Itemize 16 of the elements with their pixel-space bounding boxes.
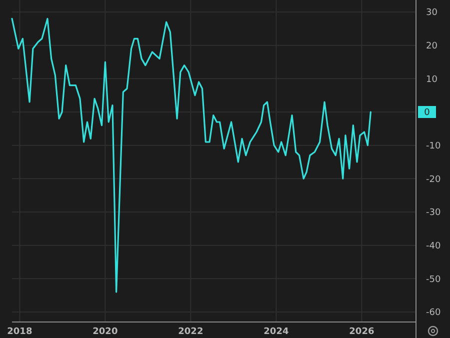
x-tick-label: 2024 <box>264 327 289 337</box>
y-tick-label: -20 <box>426 174 441 185</box>
y-tick-label: 20 <box>426 41 438 52</box>
x-tick-label: 2020 <box>92 327 118 337</box>
y-tick-label: -60 <box>426 308 441 318</box>
x-tick-label: 2026 <box>349 327 374 337</box>
y-tick-label: 0 <box>424 108 430 118</box>
y-tick-label: -30 <box>426 208 441 218</box>
y-tick-label: 10 <box>426 74 438 85</box>
y-tick-label: 30 <box>426 8 438 18</box>
line-series <box>11 18 372 293</box>
y-tick-label: -10 <box>426 141 441 152</box>
x-tick-label: 2022 <box>178 327 204 337</box>
y-tick-label: -50 <box>426 274 441 285</box>
x-tick-label: 2018 <box>7 327 32 337</box>
y-tick-label: -40 <box>426 241 441 252</box>
